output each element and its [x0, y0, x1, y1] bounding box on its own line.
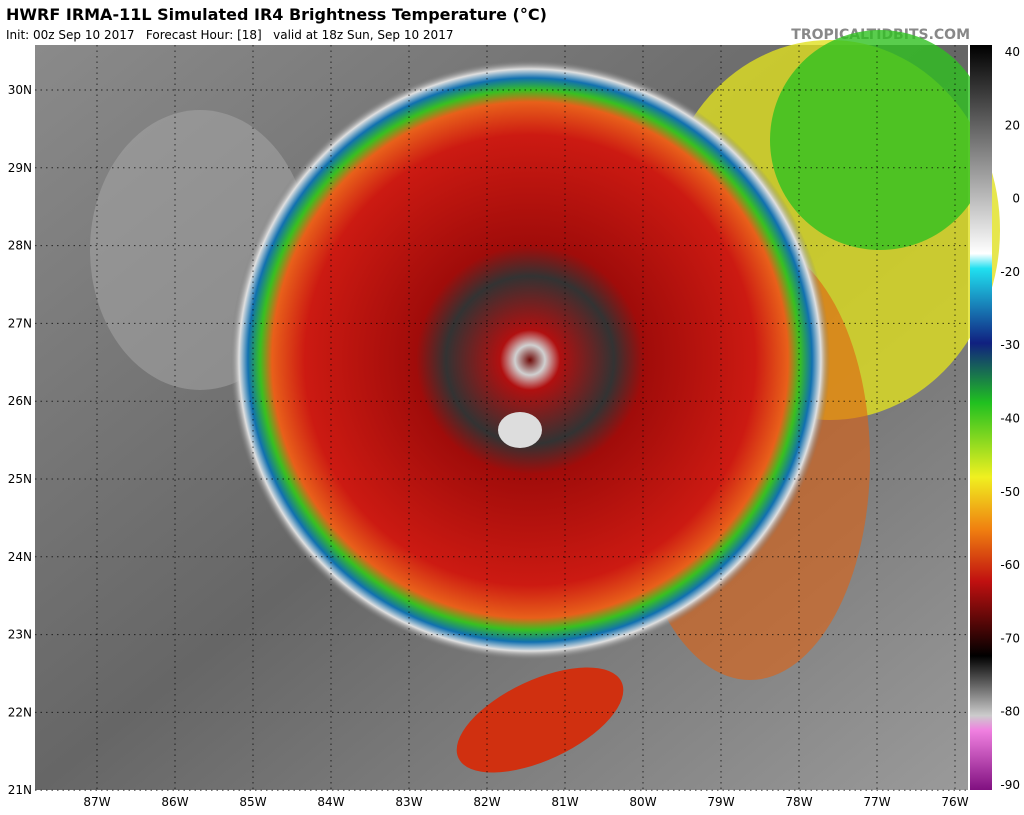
latitude-label: 24N: [8, 550, 32, 564]
satellite-image: [35, 30, 1000, 790]
longitude-label: 77W: [863, 795, 890, 809]
colorbar-label: -80: [1000, 705, 1020, 719]
latitude-label: 26N: [8, 394, 32, 408]
latitude-label: 22N: [8, 705, 32, 719]
colorbar-label: 0: [1012, 192, 1020, 206]
colorbar-label: -90: [1000, 778, 1020, 792]
longitude-label: 80W: [629, 795, 656, 809]
latitude-label: 25N: [8, 472, 32, 486]
subtitle: Init: 00z Sep 10 2017 Forecast Hour: [18…: [6, 28, 453, 42]
longitude-label: 82W: [473, 795, 500, 809]
colorbar-label: -40: [1000, 412, 1020, 426]
colorbar-label: -50: [1000, 485, 1020, 499]
longitude-label: 84W: [317, 795, 344, 809]
longitude-label: 81W: [551, 795, 578, 809]
colorbar-label: -30: [1000, 338, 1020, 352]
longitude-label: 85W: [239, 795, 266, 809]
longitude-label: 83W: [395, 795, 422, 809]
longitude-label: 79W: [707, 795, 734, 809]
colorbar-label: 40: [1005, 45, 1020, 59]
latitude-label: 27N: [8, 316, 32, 330]
colorbar: [970, 45, 992, 790]
latitude-label: 30N: [8, 83, 32, 97]
latitude-label: 23N: [8, 628, 32, 642]
longitude-label: 86W: [161, 795, 188, 809]
longitude-label: 87W: [83, 795, 110, 809]
colorbar-label: -20: [1000, 265, 1020, 279]
colorbar-label: 20: [1005, 118, 1020, 132]
longitude-label: 76W: [941, 795, 968, 809]
longitude-label: 78W: [785, 795, 812, 809]
latitude-label: 28N: [8, 239, 32, 253]
colorbar-label: -70: [1000, 631, 1020, 645]
colorbar-label: -60: [1000, 558, 1020, 572]
latitude-label: 21N: [8, 783, 32, 797]
title: HWRF IRMA-11L Simulated IR4 Brightness T…: [6, 5, 547, 24]
latitude-label: 29N: [8, 161, 32, 175]
